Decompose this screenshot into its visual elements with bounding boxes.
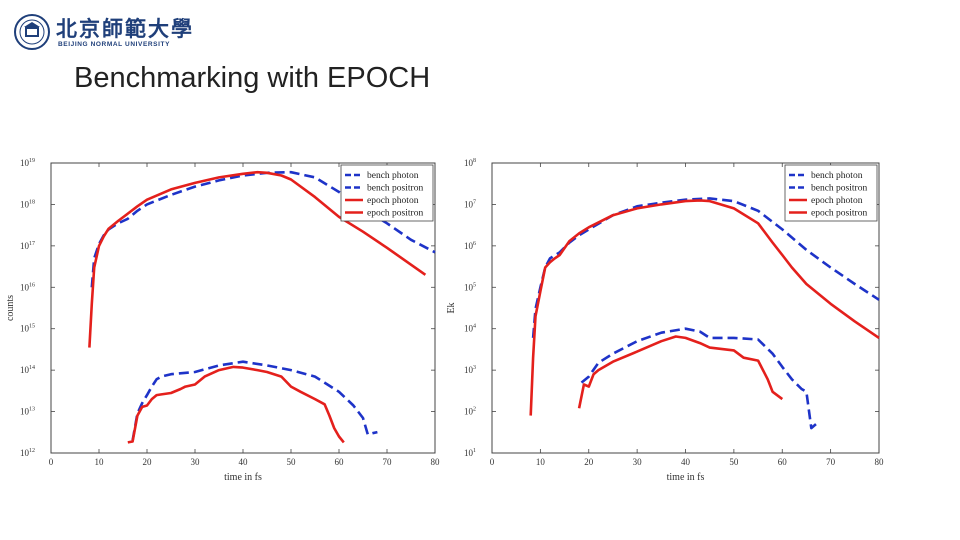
y-tick-exponent: 16 xyxy=(29,282,35,288)
y-tick-label: 101 xyxy=(464,448,476,458)
y-tick-exponent: 17 xyxy=(29,241,35,247)
x-tick-label: 0 xyxy=(490,457,495,467)
legend-entry: bench positron xyxy=(811,184,867,194)
legend-entry: epoch photon xyxy=(367,196,419,206)
y-tick-label: 102 xyxy=(464,407,476,417)
y-tick-exponent: 2 xyxy=(473,407,476,413)
y-tick-exponent: 14 xyxy=(29,365,35,371)
slide-title: Benchmarking with EPOCH xyxy=(74,62,431,94)
y-axis-label: Ek xyxy=(446,302,457,313)
y-tick-label: 1016 xyxy=(20,282,35,292)
y-tick-label: 1014 xyxy=(20,365,35,375)
legend-entry: epoch positron xyxy=(367,209,423,219)
legend-entry: epoch positron xyxy=(811,209,867,219)
x-tick-label: 10 xyxy=(95,457,105,467)
y-tick-exponent: 6 xyxy=(473,241,476,247)
x-tick-label: 30 xyxy=(633,457,643,467)
y-axis-label: counts xyxy=(5,295,16,321)
x-axis-label: time in fs xyxy=(667,472,705,483)
series-line-epoch-positron xyxy=(127,365,345,444)
y-tick-exponent: 7 xyxy=(473,199,476,205)
legend-entry: bench positron xyxy=(367,184,423,194)
x-tick-label: 20 xyxy=(143,457,153,467)
x-tick-label: 70 xyxy=(826,457,836,467)
y-tick-label: 1018 xyxy=(20,199,35,209)
y-tick-exponent: 8 xyxy=(473,158,476,164)
y-tick-label: 1017 xyxy=(20,241,35,251)
x-tick-label: 0 xyxy=(49,457,54,467)
x-tick-label: 40 xyxy=(681,457,691,467)
x-tick-label: 50 xyxy=(729,457,739,467)
logo-chinese-text: 北京師範大學 xyxy=(56,16,194,41)
y-tick-label: 104 xyxy=(464,324,476,334)
y-tick-label: 1015 xyxy=(20,324,35,334)
logo-english-text: BEIJING NORMAL UNIVERSITY xyxy=(58,41,171,48)
university-seal-icon xyxy=(14,14,50,50)
series-line-bench-positron xyxy=(131,360,378,441)
x-tick-label: 70 xyxy=(383,457,393,467)
y-tick-exponent: 15 xyxy=(29,324,35,330)
x-tick-label: 30 xyxy=(191,457,201,467)
y-tick-exponent: 3 xyxy=(473,365,476,371)
y-tick-label: 107 xyxy=(464,199,476,209)
y-tick-label: 108 xyxy=(464,158,476,168)
y-tick-exponent: 18 xyxy=(29,199,35,205)
y-tick-label: 1019 xyxy=(20,158,35,168)
series-line-epoch-positron xyxy=(577,335,784,409)
legend-entry: bench photon xyxy=(367,171,419,181)
y-tick-exponent: 1 xyxy=(473,448,476,454)
x-tick-label: 80 xyxy=(431,457,441,467)
legend: bench photon bench positron epoch photon ep… xyxy=(340,164,434,222)
series-line-bench-photon xyxy=(90,170,436,288)
university-logo: 北京師範大學 BEIJING NORMAL UNIVERSITY xyxy=(14,13,192,53)
y-tick-label: 105 xyxy=(464,282,476,292)
chart-energy: 0 10 20 30 40 50 60 70 80 101 102 103 104 105 106 107 10… xyxy=(446,158,885,483)
chart-counts: 0 10 20 30 40 50 60 70 80 1012 1013 1014 1015 1016 101… xyxy=(5,158,441,483)
legend-entry: bench photon xyxy=(811,171,863,181)
x-tick-label: 50 xyxy=(287,457,297,467)
y-tick-label: 1012 xyxy=(20,448,35,458)
series-line-epoch-photon xyxy=(529,199,880,416)
y-tick-exponent: 19 xyxy=(29,158,35,164)
x-tick-label: 80 xyxy=(875,457,885,467)
series-line-bench-positron xyxy=(580,327,817,430)
y-tick-label: 103 xyxy=(464,365,476,375)
x-tick-label: 20 xyxy=(584,457,594,467)
legend-entry: epoch photon xyxy=(811,196,863,206)
y-tick-exponent: 13 xyxy=(29,407,35,413)
y-tick-label: 106 xyxy=(464,241,476,251)
x-tick-label: 40 xyxy=(239,457,249,467)
y-tick-exponent: 4 xyxy=(473,324,476,330)
y-tick-exponent: 12 xyxy=(29,448,35,454)
legend: bench photon bench positron epoch photon ep… xyxy=(784,164,878,222)
x-tick-label: 60 xyxy=(335,457,345,467)
y-tick-label: 1013 xyxy=(20,407,35,417)
x-tick-label: 10 xyxy=(536,457,546,467)
x-axis-label: time in fs xyxy=(224,472,262,483)
y-tick-exponent: 5 xyxy=(473,282,476,288)
x-tick-label: 60 xyxy=(778,457,788,467)
